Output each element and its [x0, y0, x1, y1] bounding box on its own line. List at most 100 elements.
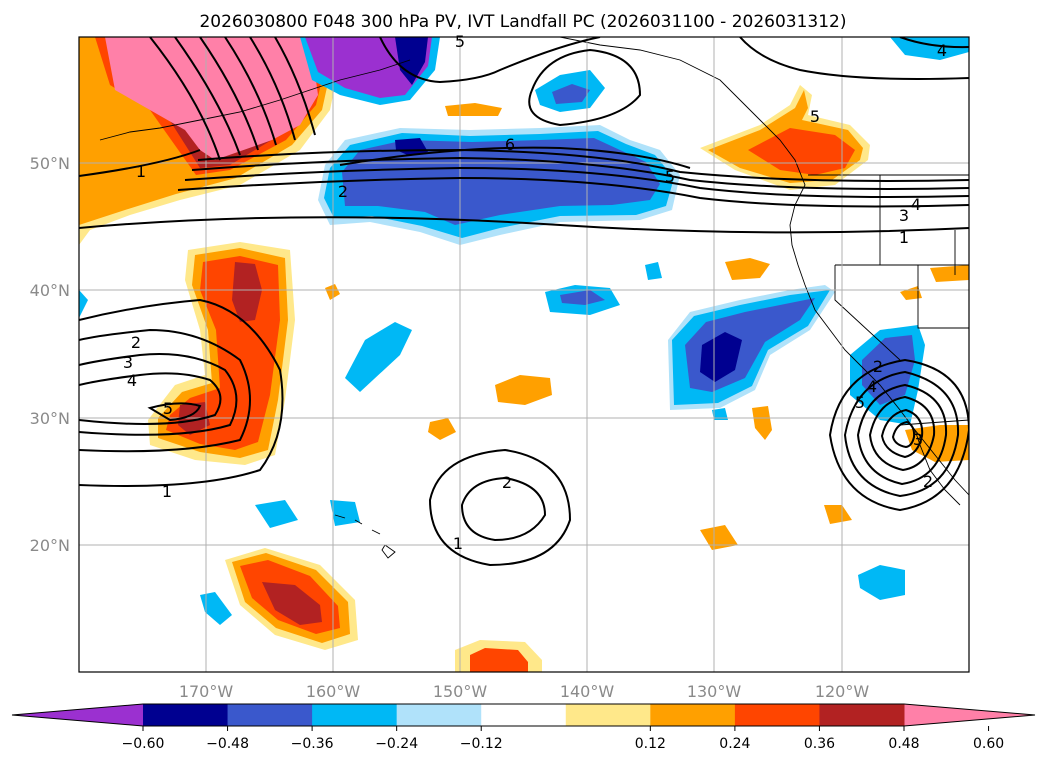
contour-coast-1	[828, 358, 969, 512]
colorbar-tick-label: 0.60	[973, 736, 1004, 752]
contour-jet-4	[191, 156, 969, 190]
contour-coast-6	[891, 420, 916, 449]
lon-label: 160°W	[306, 682, 361, 701]
colorbar: −0.60 −0.48 −0.36 −0.24 −0.12 0.12 0.24 0.36 0.4…	[11, 703, 1036, 752]
pv-negative-region-se-1	[858, 565, 905, 600]
contour-ne-2	[379, 37, 601, 84]
contour-labels: 1 2 3 4 5 6 1 2 3 4 5 1 2 1 2 3 4 5 2 4 …	[123, 32, 947, 553]
colorbar-tick-label: 0.48	[888, 736, 919, 752]
colorbar-segment	[227, 704, 313, 726]
contour-label: 2	[502, 473, 512, 492]
pv-negative-region-sw-3	[200, 592, 232, 625]
lon-label: 140°W	[560, 682, 615, 701]
colorbar-tick-label: 0.36	[804, 736, 835, 752]
colorbar-outline	[11, 703, 1036, 727]
contour-label: 2	[131, 333, 141, 352]
contour-nw-6	[249, 37, 296, 141]
contour-center-1	[428, 448, 572, 567]
colorbar-segment	[312, 704, 398, 726]
contour-label: 4	[937, 41, 947, 60]
contour-label: 4	[127, 371, 137, 390]
map-panel: 1 2 3 4 5 6 1 2 3 4 5 1 2 1 2 3 4 5 2 4 …	[78, 32, 970, 673]
pv-negative-region-small-1	[645, 262, 662, 280]
contour-label: 5	[665, 167, 675, 186]
colorbar-tick-label: −0.12	[460, 736, 503, 752]
lat-label: 50°N	[30, 154, 70, 173]
pv-positive-region-center-3	[445, 103, 502, 116]
colorbar-segment	[396, 704, 482, 726]
colorbar-segment	[734, 704, 820, 726]
colorbar-segment	[481, 704, 567, 726]
latitude-labels: 50°N 40°N 30°N 20°N	[30, 154, 70, 555]
contour-label: 2	[873, 357, 883, 376]
contour-label: 2	[923, 472, 933, 491]
alaska-islands	[99, 59, 411, 141]
state-border-2	[834, 265, 901, 361]
colorbar-tick-label: −0.24	[375, 736, 418, 752]
pv-negative-region-band-blue	[342, 138, 660, 225]
contour-west-2	[79, 328, 251, 453]
lat-label: 30°N	[30, 409, 70, 428]
contour-label: 4	[911, 195, 921, 214]
ivt-contour-lines	[79, 37, 969, 567]
pv-positive-region-bottom-red	[470, 648, 528, 672]
contour-ne-3	[899, 37, 969, 49]
pv-positive-region-e2	[930, 265, 969, 282]
hawaii-islands	[334, 514, 396, 559]
contour-label: 6	[505, 135, 515, 154]
contour-jet-5	[197, 148, 969, 182]
contour-label: 5	[855, 393, 865, 412]
pv-negative-region-sw-1	[255, 500, 298, 528]
contour-nw-7	[274, 37, 316, 136]
contour-label: 2	[338, 182, 348, 201]
pv-negative-region-mid-3	[560, 290, 605, 305]
pv-positive-region-center-1	[495, 375, 552, 405]
lat-label: 40°N	[30, 281, 70, 300]
colorbar-segment	[650, 704, 736, 726]
colorbar-extend-high	[904, 704, 1035, 726]
contour-label: 3	[899, 206, 909, 225]
contour-jet-2	[177, 176, 969, 208]
colorbar-tick-label: −0.60	[122, 736, 165, 752]
colorbar-tick-label: 0.24	[719, 736, 750, 752]
contour-label: 1	[136, 162, 146, 181]
contour-low-north	[528, 48, 642, 127]
contour-jet-6	[339, 146, 691, 169]
pv-negative-region-central-east-navy	[700, 332, 742, 382]
pv-positive-region-center-2	[428, 418, 456, 440]
colorbar-segment	[565, 704, 651, 726]
pv-negative-region-sw-2	[330, 500, 360, 526]
map-title: 2026030800 F048 300 hPa PV, IVT Landfall…	[199, 12, 846, 32]
lon-label: 120°W	[815, 682, 870, 701]
pv-negative-region-coast-blue	[862, 335, 915, 405]
pv-negative-region-small-2	[712, 408, 728, 420]
contour-coast-2	[843, 370, 960, 498]
contour-label: 3	[123, 353, 133, 372]
contour-coast-3	[856, 383, 948, 486]
contour-west-4	[79, 372, 222, 425]
pv-negative-region-mid-1	[345, 322, 412, 392]
pv-positive-region-center-6	[700, 525, 738, 550]
pv-negative-region-band-navy	[395, 138, 428, 156]
pv-negative-region-mid-5	[552, 84, 590, 104]
pv-positive-region-center-7	[824, 505, 852, 524]
contour-label: 5	[163, 399, 173, 418]
contour-label: 4	[867, 377, 877, 396]
pv-positive-region-south-darkred	[262, 582, 322, 625]
colorbar-segment	[143, 704, 229, 726]
lon-label: 170°W	[179, 682, 234, 701]
contour-nw-4	[199, 37, 259, 151]
pv-positive-region-center-4	[725, 258, 770, 280]
contour-center-2	[460, 476, 547, 542]
colorbar-tick-label: 0.12	[635, 736, 666, 752]
pv-negative-region-ne-1	[890, 37, 969, 60]
lon-label: 130°W	[687, 682, 742, 701]
contour-nw-5	[224, 37, 277, 146]
contour-coast-4	[868, 395, 936, 472]
contour-west-5	[147, 402, 202, 422]
north-america-coastline	[559, 37, 969, 496]
contour-west-3	[79, 353, 238, 436]
pv-negative-region-w	[79, 290, 88, 318]
gridlines	[79, 37, 969, 672]
pv-positive-region-nw-pink	[105, 37, 318, 160]
